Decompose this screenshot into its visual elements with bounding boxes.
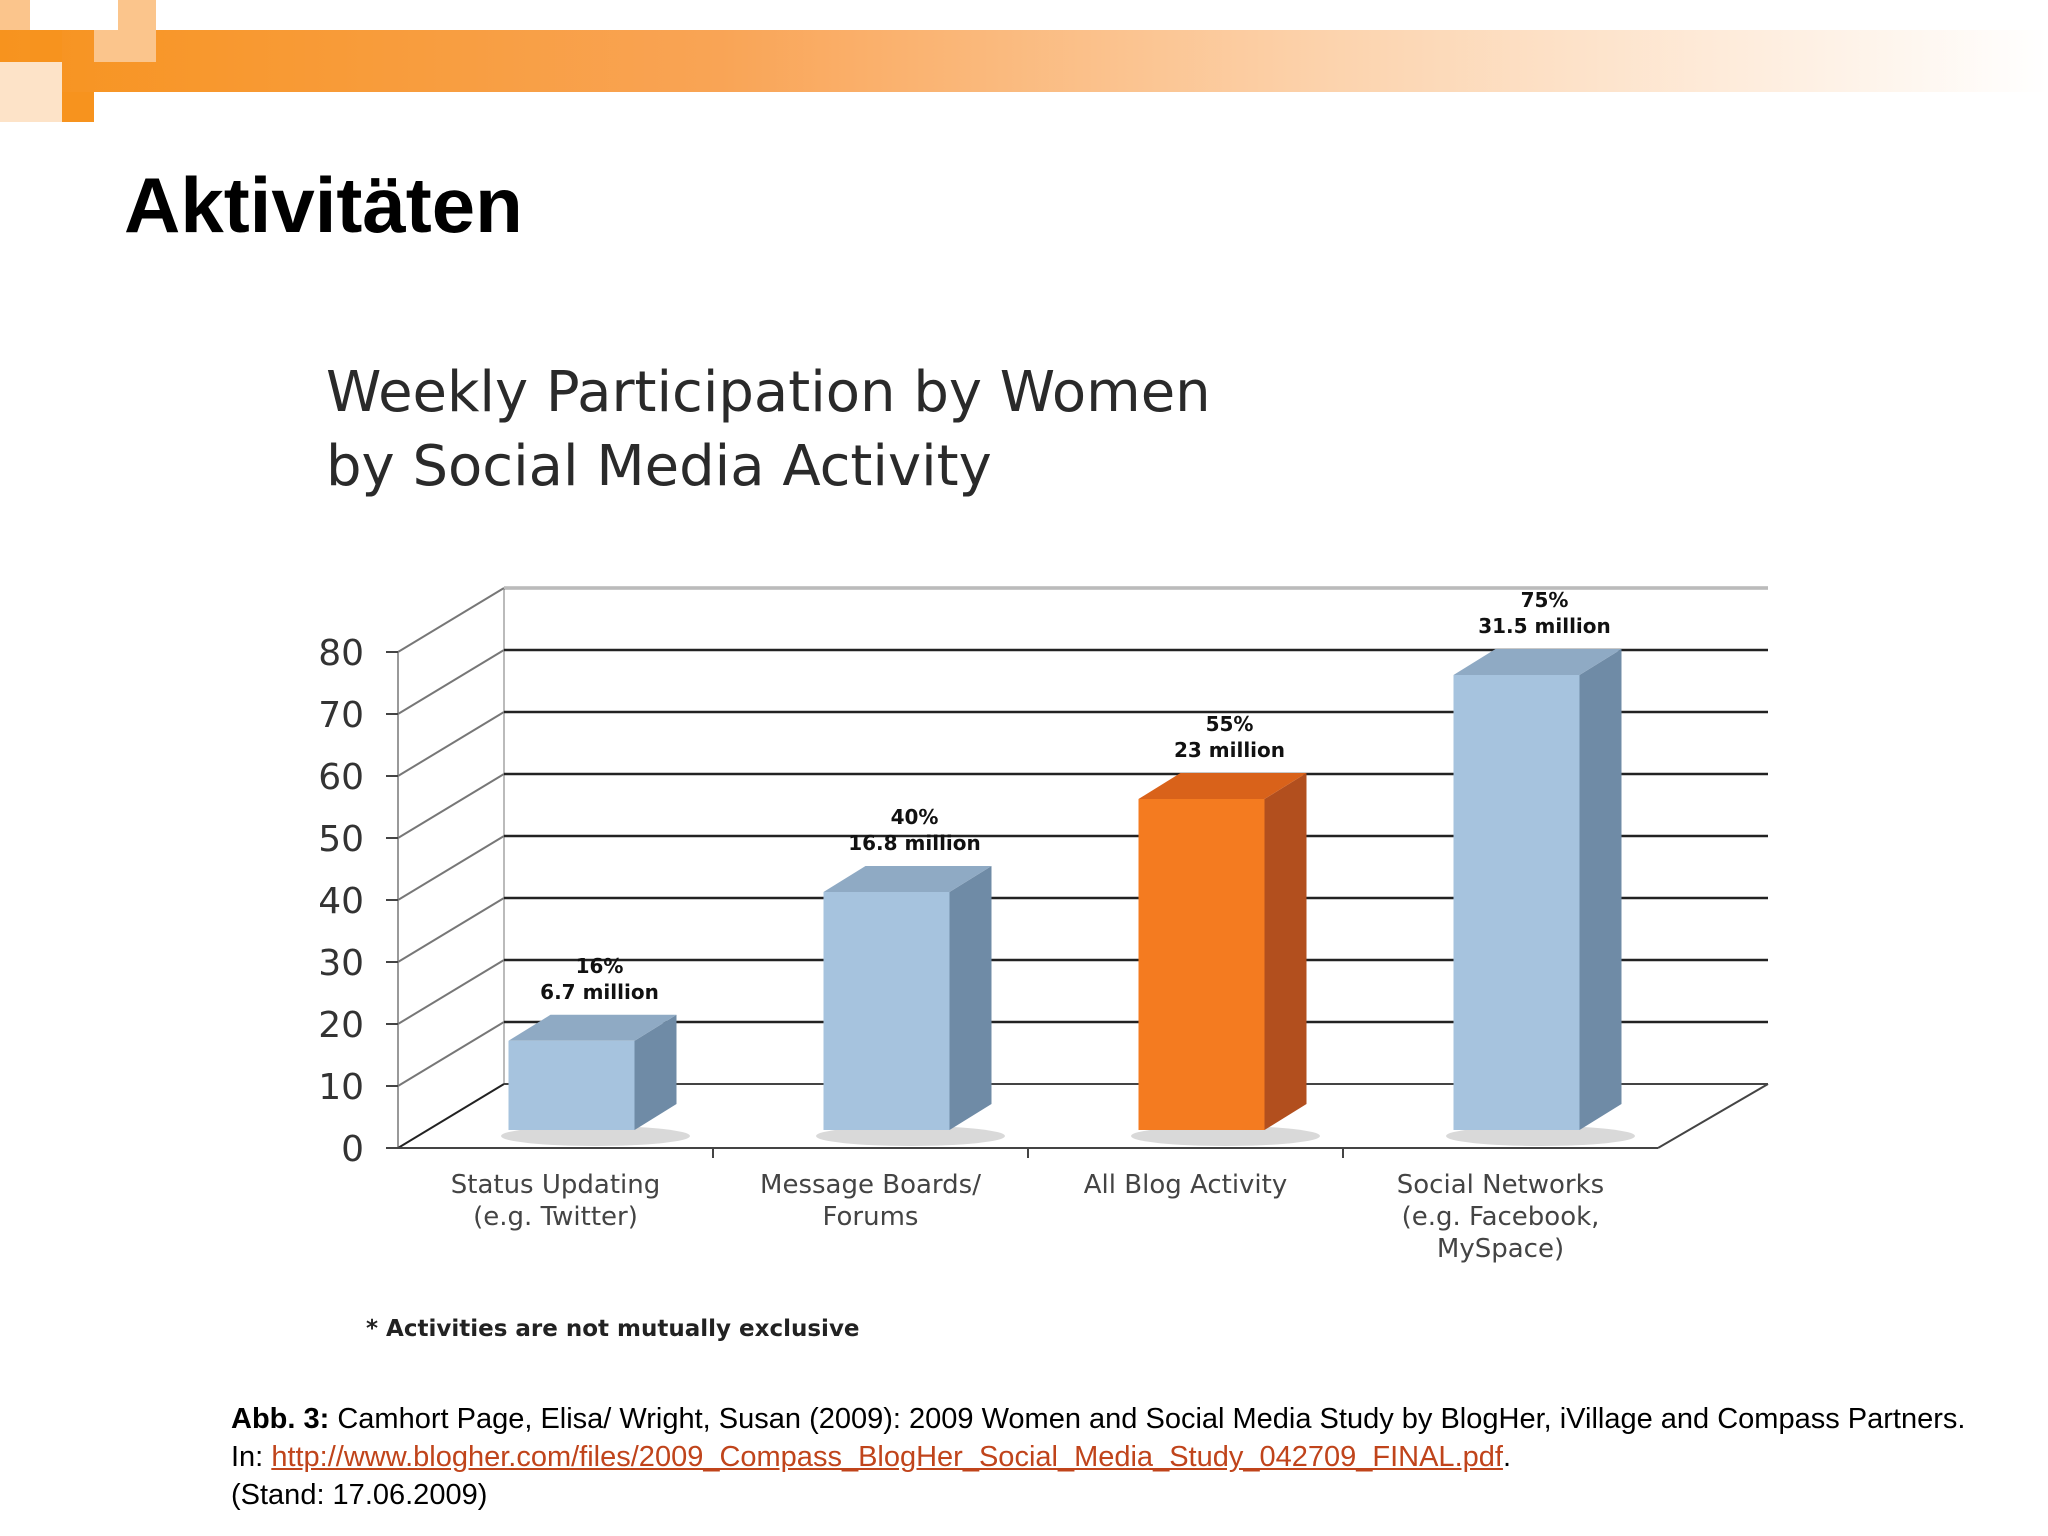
gridline-diagonal bbox=[397, 773, 505, 839]
y-tick-label: 60 bbox=[318, 757, 364, 798]
floor-right-edge bbox=[1657, 1083, 1769, 1149]
chart-footnote: * Activities are not mutually exclusive bbox=[366, 1316, 860, 1342]
data-label: 6.7 million bbox=[540, 980, 659, 1004]
bar-shadow bbox=[501, 1126, 690, 1146]
bar-top bbox=[823, 866, 992, 892]
figure-caption: Abb. 3: Camhort Page, Elisa/ Wright, Sus… bbox=[231, 1400, 1991, 1514]
chart-title-line-1: Weekly Participation by Women bbox=[326, 360, 1211, 425]
logo-square-1 bbox=[0, 0, 30, 30]
data-label: 31.5 million bbox=[1478, 614, 1611, 638]
gridline-diagonal bbox=[397, 1083, 505, 1149]
bar-side bbox=[634, 1014, 677, 1130]
y-tick-label: 80 bbox=[318, 633, 364, 674]
caption-stand-date: (Stand: 17.06.2009) bbox=[231, 1479, 488, 1511]
bar bbox=[823, 892, 950, 1130]
bar bbox=[1453, 675, 1580, 1130]
data-label: 40% bbox=[891, 805, 939, 829]
y-tick-label: 70 bbox=[318, 695, 364, 736]
chart-title: Weekly Participation by Women by Social … bbox=[326, 356, 1211, 504]
data-label: 75% bbox=[1521, 588, 1569, 612]
bar-top bbox=[1138, 773, 1307, 799]
logo-square-4 bbox=[0, 62, 62, 122]
slide-title: Aktivitäten bbox=[124, 161, 523, 249]
data-label: 55% bbox=[1206, 712, 1254, 736]
x-category-label: All Blog Activity bbox=[1084, 1170, 1287, 1200]
y-tick-label: 20 bbox=[318, 1005, 364, 1046]
bar-shadow bbox=[816, 1126, 1005, 1146]
caption-after-link: . bbox=[1502, 1441, 1511, 1473]
x-category-label: Message Boards/ bbox=[760, 1170, 981, 1200]
logo-square-3 bbox=[30, 30, 62, 62]
bar-side bbox=[949, 866, 992, 1130]
bar-side bbox=[1579, 649, 1622, 1130]
logo-square-6 bbox=[94, 30, 156, 62]
bar bbox=[1138, 799, 1265, 1130]
x-category-label: Forums bbox=[823, 1202, 919, 1232]
data-label: 23 million bbox=[1174, 738, 1285, 762]
bar-side bbox=[1264, 773, 1307, 1130]
caption-text: Camhort Page, Elisa/ Wright, Susan (2009… bbox=[231, 1403, 1966, 1473]
y-tick-label: 10 bbox=[318, 1067, 364, 1108]
data-label: 16.8 million bbox=[848, 831, 981, 855]
logo-square-5 bbox=[62, 92, 94, 122]
bar-shadow bbox=[1131, 1126, 1320, 1146]
y-tick-label: 0 bbox=[341, 1129, 364, 1170]
header-gradient-band bbox=[0, 30, 2048, 92]
bar-top bbox=[508, 1014, 677, 1041]
gridline-diagonal bbox=[397, 587, 505, 653]
x-category-label: Status Updating bbox=[451, 1170, 661, 1200]
bar bbox=[508, 1040, 635, 1130]
x-category-label: (e.g. Facebook, bbox=[1402, 1202, 1600, 1232]
y-tick-label: 40 bbox=[318, 881, 364, 922]
gridline-diagonal bbox=[397, 835, 505, 901]
gridline-diagonal bbox=[397, 711, 505, 777]
bar-top bbox=[1453, 649, 1622, 675]
x-category-label: MySpace) bbox=[1437, 1234, 1564, 1264]
gridline-diagonal bbox=[397, 1021, 505, 1087]
x-category-label: (e.g. Twitter) bbox=[473, 1202, 638, 1232]
x-category-label: Social Networks bbox=[1397, 1170, 1604, 1200]
chart-title-line-2: by Social Media Activity bbox=[326, 434, 992, 499]
y-tick-label: 50 bbox=[318, 819, 364, 860]
caption-label: Abb. 3: bbox=[231, 1403, 330, 1435]
logo-square-2 bbox=[118, 0, 156, 30]
bar-shadow bbox=[1446, 1126, 1635, 1146]
gridline-diagonal bbox=[397, 649, 505, 715]
caption-source-link[interactable]: http://www.blogher.com/files/2009_Compas… bbox=[271, 1441, 1503, 1473]
gridline-diagonal bbox=[397, 897, 505, 963]
data-label: 16% bbox=[576, 954, 624, 978]
gridline-diagonal bbox=[397, 959, 505, 1025]
y-tick-label: 30 bbox=[318, 943, 364, 984]
